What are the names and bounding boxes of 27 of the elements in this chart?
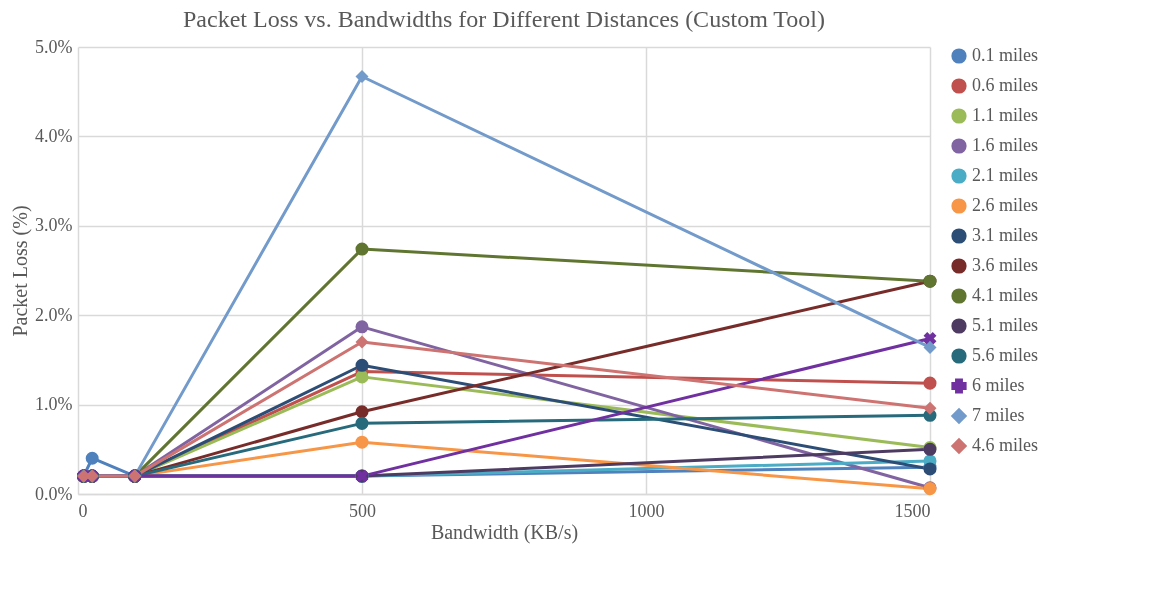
y-axis-title: Packet Loss (%) [9, 205, 33, 337]
x-tick-label: 500 [349, 500, 376, 521]
legend-label: 0.1 miles [972, 45, 1038, 65]
legend-label: 3.6 miles [972, 255, 1038, 275]
y-tick-label: 0.0% [35, 483, 73, 504]
legend-label: 4.6 miles [972, 435, 1038, 455]
y-tick-label: 5.0% [35, 36, 73, 57]
chart-title: Packet Loss vs. Bandwidths for Different Distances (Custom Tool) [182, 6, 826, 32]
legend-label: 2.6 miles [972, 195, 1038, 215]
y-tick-label: 4.0% [35, 125, 73, 146]
legend-label: 5.1 miles [972, 315, 1038, 335]
y-tick-label: 3.0% [35, 215, 73, 236]
legend-label: 6 miles [972, 375, 1025, 395]
legend-label: 1.1 miles [972, 105, 1038, 125]
x-tick-label: 1000 [628, 500, 665, 521]
legend-label: 1.6 miles [972, 135, 1038, 155]
legend-label: 5.6 miles [972, 345, 1038, 365]
legend-label: 3.1 miles [972, 225, 1038, 245]
legend-label: 4.1 miles [972, 285, 1038, 305]
x-tick-label: 0 [78, 500, 88, 521]
legend-label: 7 miles [972, 405, 1025, 425]
x-tick-label: 1500 [894, 500, 931, 521]
y-tick-label: 2.0% [35, 304, 73, 325]
x-axis-title: Bandwidth (KB/s) [430, 520, 579, 544]
y-tick-label: 1.0% [35, 394, 73, 415]
legend-label: 0.6 miles [972, 75, 1038, 95]
legend-label: 2.1 miles [972, 165, 1038, 185]
